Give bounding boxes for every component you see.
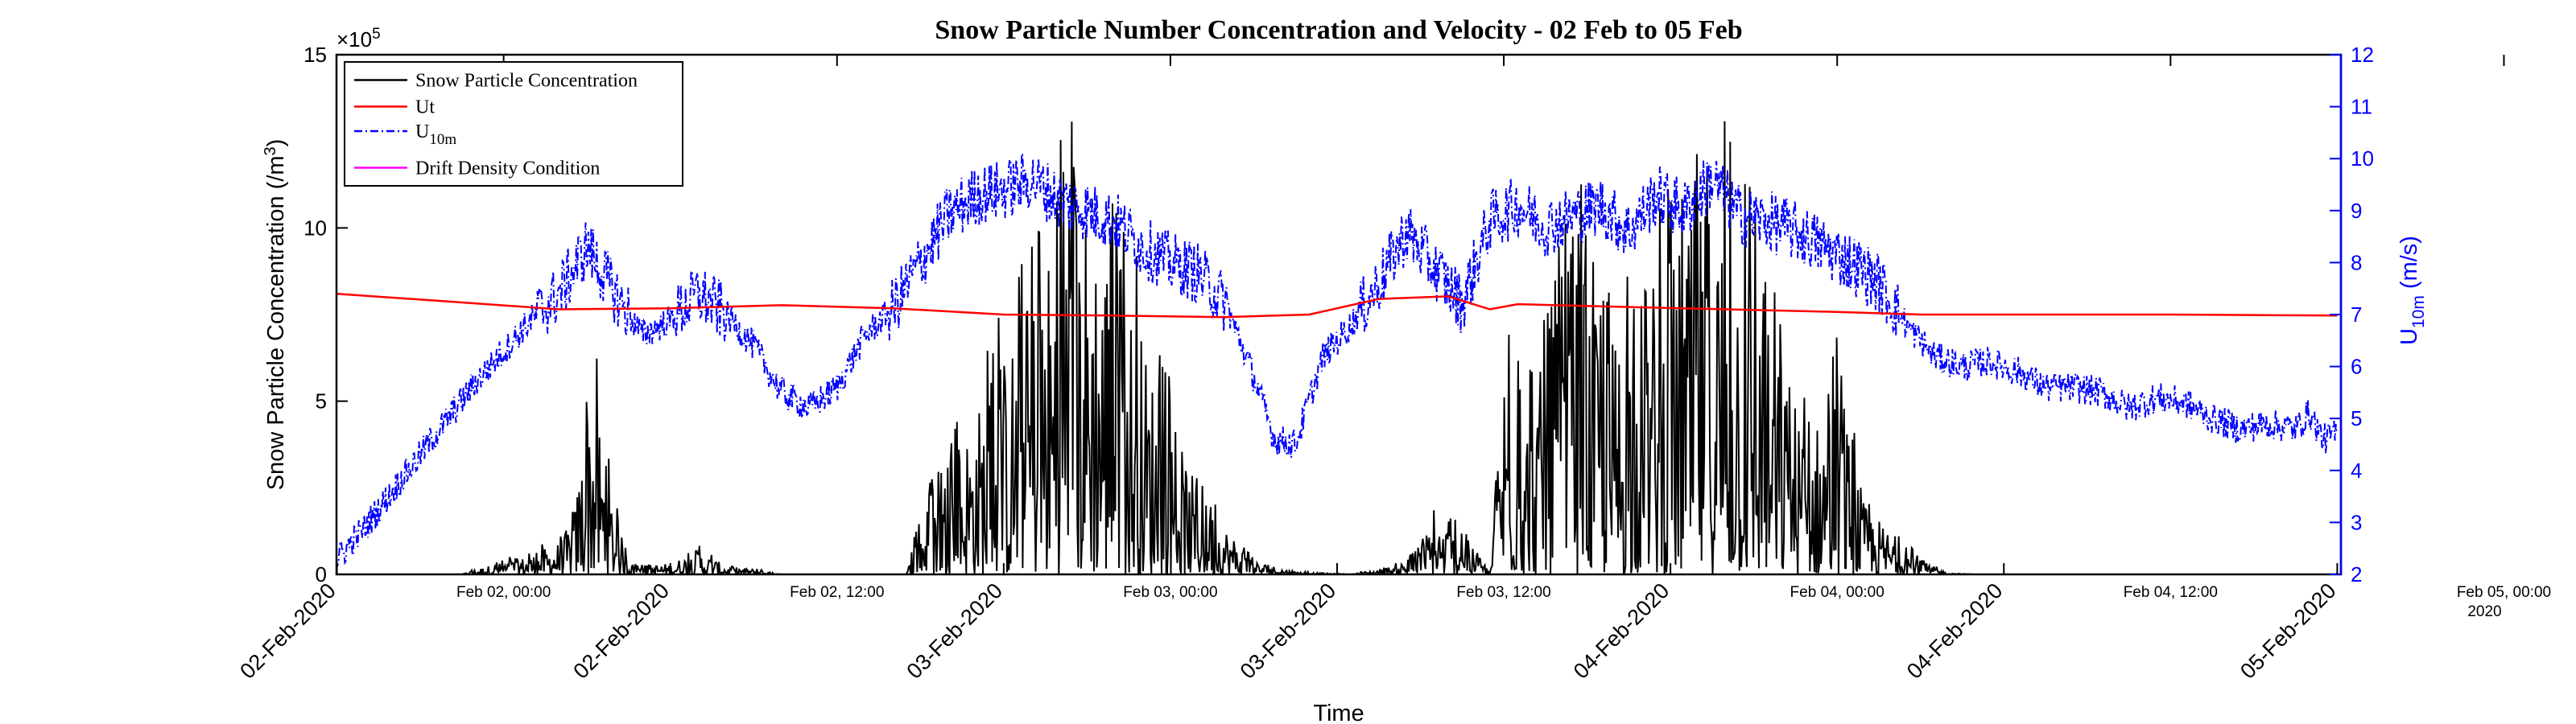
y-left-tick-label: 5 [316, 389, 327, 413]
y-right-tick-label: 3 [2351, 510, 2362, 534]
legend-entry-name: Drift Density Condition [415, 158, 600, 179]
x-top-year-label: 2020 [2467, 603, 2501, 620]
y-left-axis-label: Snow Particle Concentration (/m3) [262, 139, 289, 491]
legend-entry-label: Drift Density Condition [415, 158, 600, 179]
x-top-tick-label: Feb 04, 12:00 [2124, 584, 2218, 601]
y-left-multiplier-exp: 5 [372, 26, 381, 43]
y-left-multiplier: ×105 [336, 26, 381, 51]
legend-entry-name: Snow Particle Concentration [415, 71, 638, 92]
legend-entry-label: Snow Particle Concentration [415, 71, 638, 92]
y-right-tick-label: 12 [2351, 43, 2374, 67]
y-right-tick-label: 11 [2351, 95, 2372, 119]
legend: Snow Particle Concentration Ut U10m Drift D… [344, 61, 683, 187]
y-left-tick-label: 15 [303, 43, 327, 67]
x-top-tick-label: Feb 04, 00:00 [1790, 584, 1885, 601]
y-left-tick-label: 10 [303, 216, 327, 240]
y-right-tick-label: 7 [2351, 302, 2362, 327]
chart-title: Snow Particle Number Concentration and V… [935, 15, 1742, 45]
y-right-tick-label: 5 [2351, 406, 2362, 430]
x-top-tick-label: Feb 02, 00:00 [456, 584, 551, 601]
y-left-tick-label: 0 [316, 562, 327, 586]
y-right-tick-label: 10 [2351, 146, 2374, 171]
legend-entry-name: Ut [415, 97, 435, 118]
y-right-label-sub: 10m [2409, 295, 2428, 328]
legend-box [344, 61, 683, 187]
legend-entry-name: U [415, 121, 429, 142]
y-right-tick-label: 8 [2351, 250, 2362, 274]
x-top-tick-label: Feb 02, 12:00 [790, 584, 884, 601]
legend-entry-label: Ut [415, 97, 435, 118]
legend-entry-sub: 10m [429, 131, 456, 148]
y-right-tick-label: 4 [2351, 459, 2362, 483]
y-left-label-text: Snow Particle Concentration (/m [263, 155, 289, 490]
y-right-tick-label: 6 [2351, 355, 2362, 379]
x-top-tick-label: Feb 03, 12:00 [1456, 584, 1550, 601]
y-right-axis-label: U10m (m/s) [2396, 236, 2428, 345]
x-axis-label: Time [1313, 701, 1364, 724]
legend-entry-label: U10m [415, 121, 456, 148]
y-left-label-end: ) [263, 139, 289, 147]
y-right-label-text: U [2396, 328, 2422, 345]
y-right-tick-label: 9 [2351, 199, 2362, 223]
y-right-label-end: (m/s) [2396, 236, 2422, 295]
x-top-tick-label: Feb 03, 00:00 [1123, 584, 1217, 601]
y-left-multiplier-base: ×10 [336, 27, 372, 51]
series-u10m [336, 153, 2338, 569]
y-left-label-sup: 3 [262, 146, 279, 155]
series-ut [336, 292, 2338, 319]
y-right-tick-label: 2 [2351, 562, 2362, 586]
x-top-tick-label: Feb 05, 00:00 [2457, 584, 2551, 601]
